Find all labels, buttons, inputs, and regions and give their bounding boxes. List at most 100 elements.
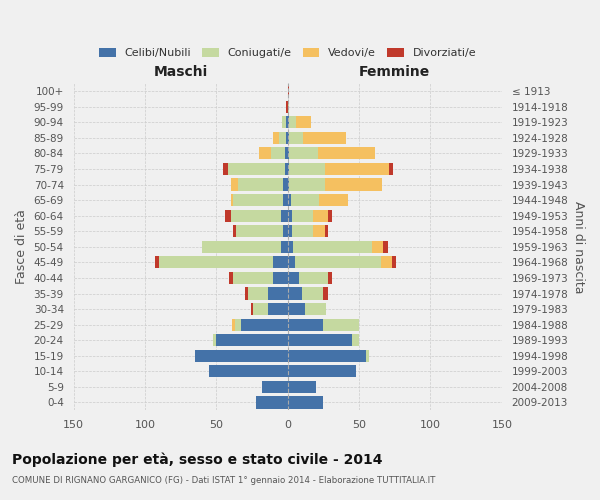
Bar xyxy=(287,303,305,315)
Bar xyxy=(268,288,287,300)
Bar xyxy=(286,132,287,144)
Bar xyxy=(279,132,286,144)
Bar xyxy=(228,163,285,175)
Text: Femmine: Femmine xyxy=(359,66,430,80)
Bar xyxy=(209,366,287,378)
Bar xyxy=(372,240,383,253)
Bar xyxy=(235,318,241,330)
Bar xyxy=(296,116,311,128)
Bar xyxy=(313,225,325,237)
Bar xyxy=(285,163,287,175)
Text: Popolazione per età, sesso e stato civile - 2014: Popolazione per età, sesso e stato civil… xyxy=(12,452,383,467)
Bar xyxy=(155,256,159,268)
Bar xyxy=(238,178,283,190)
Bar xyxy=(380,256,392,268)
Bar xyxy=(281,210,287,222)
Bar xyxy=(287,210,292,222)
Bar xyxy=(286,100,287,113)
Bar xyxy=(195,350,287,362)
Bar xyxy=(325,225,328,237)
Bar xyxy=(366,350,369,362)
Bar xyxy=(289,148,317,160)
Bar xyxy=(259,148,271,160)
Legend: Celibi/Nubili, Coniugati/e, Vedovi/e, Divorziati/e: Celibi/Nubili, Coniugati/e, Vedovi/e, Di… xyxy=(94,43,481,62)
Y-axis label: Fasce di età: Fasce di età xyxy=(15,210,28,284)
Bar xyxy=(274,256,287,268)
Bar xyxy=(293,240,372,253)
Bar xyxy=(159,256,274,268)
Bar xyxy=(232,318,235,330)
Bar xyxy=(274,272,287,284)
Bar xyxy=(217,334,287,346)
Bar xyxy=(253,303,268,315)
Bar xyxy=(392,256,396,268)
Bar xyxy=(229,272,233,284)
Bar xyxy=(256,396,287,408)
Bar xyxy=(230,210,281,222)
Bar xyxy=(292,225,313,237)
Bar xyxy=(287,366,356,378)
Bar xyxy=(283,178,287,190)
Bar xyxy=(389,163,394,175)
Bar xyxy=(262,381,287,393)
Text: COMUNE DI RIGNANO GARGANICO (FG) - Dati ISTAT 1° gennaio 2014 - Elaborazione TUT: COMUNE DI RIGNANO GARGANICO (FG) - Dati … xyxy=(12,476,436,485)
Bar xyxy=(325,178,382,190)
Bar xyxy=(287,350,366,362)
Bar xyxy=(328,210,332,222)
Bar xyxy=(274,132,279,144)
Bar xyxy=(286,116,287,128)
Bar xyxy=(325,163,389,175)
Bar xyxy=(290,194,319,206)
Bar xyxy=(287,256,295,268)
Bar xyxy=(305,303,326,315)
Bar xyxy=(287,163,289,175)
Bar xyxy=(299,272,328,284)
Bar xyxy=(352,334,359,346)
Bar xyxy=(383,240,388,253)
Bar xyxy=(223,163,228,175)
Bar xyxy=(202,240,281,253)
Bar xyxy=(287,100,289,113)
Bar xyxy=(287,381,316,393)
Bar xyxy=(245,288,248,300)
Bar xyxy=(289,178,325,190)
Bar xyxy=(287,178,289,190)
Bar xyxy=(287,194,290,206)
Bar xyxy=(233,225,236,237)
Bar xyxy=(268,303,287,315)
Text: Maschi: Maschi xyxy=(154,66,208,80)
Bar xyxy=(319,194,347,206)
Bar xyxy=(248,288,268,300)
Bar xyxy=(281,240,287,253)
Bar xyxy=(289,132,304,144)
Bar xyxy=(287,288,302,300)
Bar xyxy=(289,116,296,128)
Bar xyxy=(302,288,323,300)
Y-axis label: Anni di nascita: Anni di nascita xyxy=(572,200,585,293)
Bar xyxy=(317,148,375,160)
Bar xyxy=(287,240,293,253)
Bar xyxy=(323,318,359,330)
Bar xyxy=(295,256,380,268)
Bar xyxy=(283,225,287,237)
Bar xyxy=(283,194,287,206)
Bar xyxy=(225,210,230,222)
Bar xyxy=(292,210,313,222)
Bar xyxy=(289,163,325,175)
Bar xyxy=(287,334,352,346)
Bar xyxy=(287,396,323,408)
Bar xyxy=(313,210,328,222)
Bar xyxy=(233,194,283,206)
Bar xyxy=(328,272,332,284)
Bar xyxy=(230,178,238,190)
Bar xyxy=(236,225,283,237)
Bar xyxy=(287,272,299,284)
Bar xyxy=(271,148,285,160)
Bar xyxy=(287,85,289,97)
Bar xyxy=(285,148,287,160)
Bar xyxy=(214,334,217,346)
Bar xyxy=(287,318,323,330)
Bar xyxy=(287,225,292,237)
Bar xyxy=(282,116,286,128)
Bar xyxy=(233,272,274,284)
